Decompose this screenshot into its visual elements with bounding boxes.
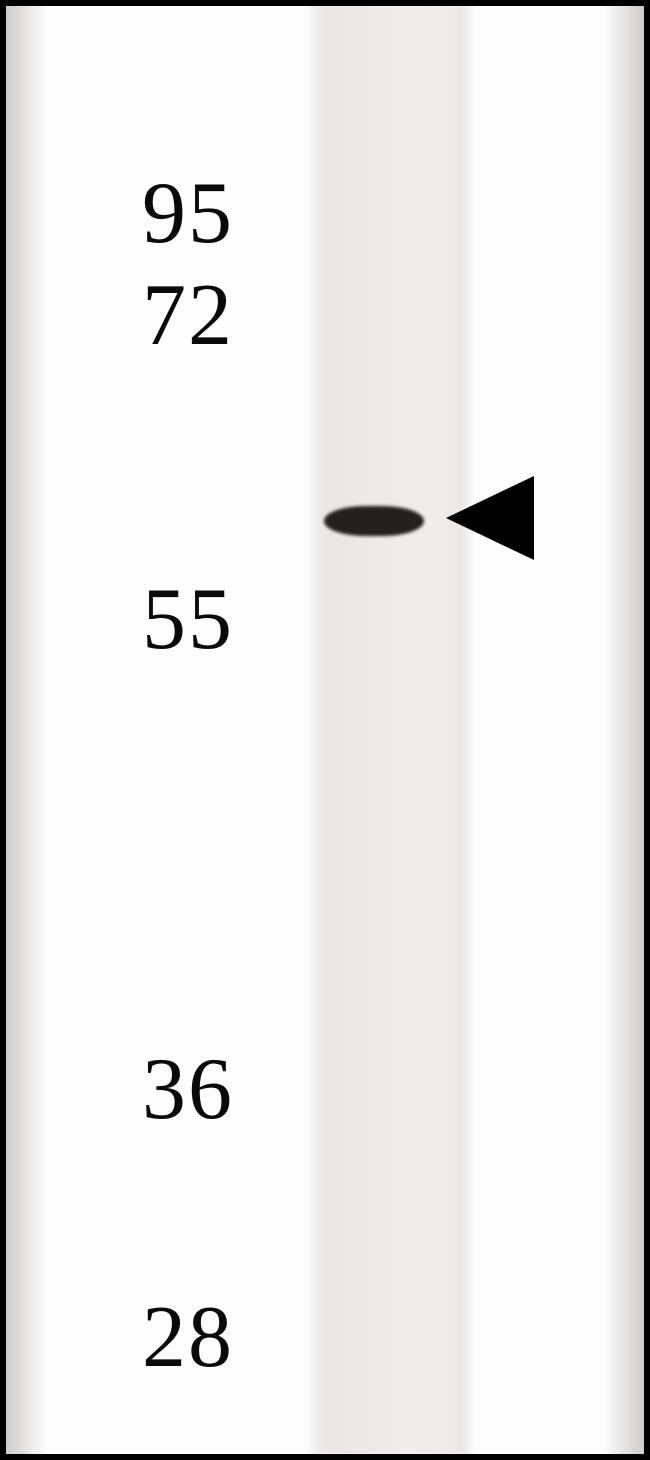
marker-36: 36 (104, 1046, 234, 1134)
left-edge-shadow (6, 6, 46, 1454)
western-blot-frame: 95 72 55 36 28 (0, 0, 650, 1460)
band-arrow-icon (446, 476, 534, 560)
detected-band (324, 506, 424, 536)
sample-lane (306, 6, 476, 1454)
marker-95: 95 (104, 170, 234, 258)
marker-55: 55 (104, 576, 234, 664)
right-edge-shadow (604, 6, 644, 1454)
marker-28: 28 (104, 1294, 234, 1382)
marker-72: 72 (104, 272, 234, 360)
